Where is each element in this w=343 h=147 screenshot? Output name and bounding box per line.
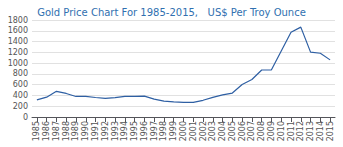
svg-text:1400: 1400: [8, 37, 28, 46]
svg-text:2009: 2009: [267, 121, 276, 141]
svg-text:2006: 2006: [238, 121, 247, 141]
svg-text:200: 200: [13, 102, 28, 111]
svg-text:2007: 2007: [247, 121, 256, 141]
svg-text:1992: 1992: [101, 121, 110, 141]
svg-text:2004: 2004: [218, 121, 227, 141]
svg-text:2010: 2010: [277, 121, 286, 141]
svg-text:2012: 2012: [296, 121, 305, 141]
svg-text:Gold Price Chart For 1985-2015: Gold Price Chart For 1985-2015, US$ Per …: [37, 7, 306, 18]
svg-text:1989: 1989: [71, 121, 80, 141]
svg-text:1200: 1200: [8, 48, 28, 57]
svg-text:1993: 1993: [111, 121, 120, 141]
svg-text:2000: 2000: [179, 121, 188, 141]
svg-text:0: 0: [23, 113, 28, 122]
svg-text:600: 600: [13, 80, 28, 89]
svg-text:1600: 1600: [8, 26, 28, 35]
svg-text:1985: 1985: [32, 121, 41, 141]
svg-text:1996: 1996: [140, 121, 149, 141]
svg-text:2014: 2014: [316, 121, 325, 141]
svg-text:1994: 1994: [120, 121, 129, 141]
svg-text:1998: 1998: [159, 121, 168, 141]
svg-text:2002: 2002: [199, 121, 208, 141]
svg-text:1990: 1990: [81, 121, 90, 141]
svg-text:2008: 2008: [257, 121, 266, 141]
svg-text:2005: 2005: [228, 121, 237, 141]
svg-text:1995: 1995: [130, 121, 139, 141]
svg-text:400: 400: [13, 91, 28, 100]
svg-text:1999: 1999: [169, 121, 178, 141]
svg-text:800: 800: [13, 69, 28, 78]
svg-text:1987: 1987: [52, 121, 61, 141]
svg-text:1986: 1986: [42, 121, 51, 141]
svg-text:2003: 2003: [208, 121, 217, 141]
svg-text:1991: 1991: [91, 121, 100, 141]
svg-text:2015: 2015: [326, 121, 335, 141]
svg-text:1997: 1997: [150, 121, 159, 141]
svg-text:1988: 1988: [62, 121, 71, 141]
svg-text:2011: 2011: [287, 121, 296, 141]
svg-text:2001: 2001: [189, 121, 198, 141]
svg-text:1000: 1000: [8, 59, 28, 68]
svg-text:1800: 1800: [8, 16, 28, 25]
svg-text:2013: 2013: [306, 121, 315, 141]
